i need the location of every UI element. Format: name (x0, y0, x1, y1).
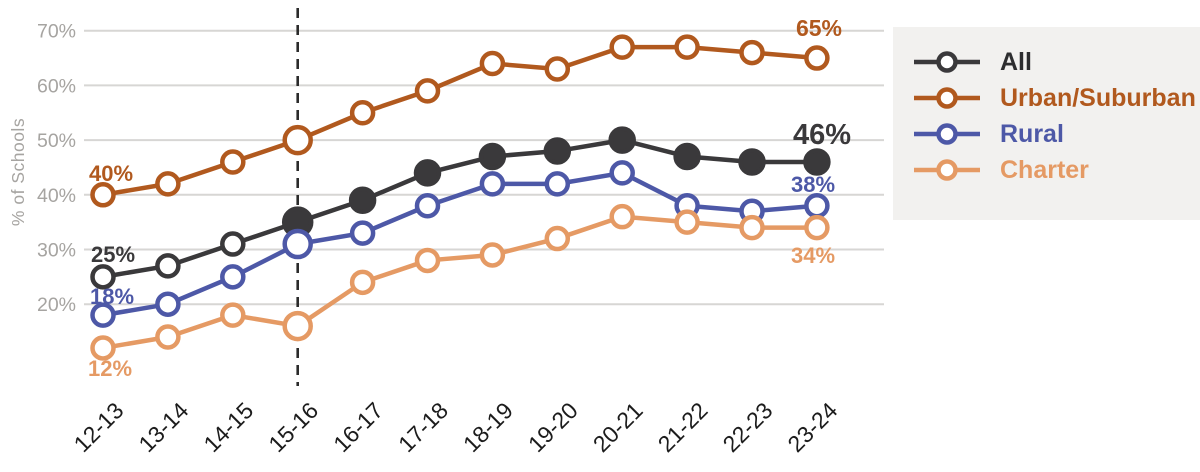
data-point-all-23-24 (803, 148, 831, 176)
data-point-all-22-23 (738, 148, 766, 176)
value-annotation-5: 46% (793, 119, 851, 151)
data-point-all-12-13 (90, 264, 116, 290)
data-point-charter-23-24 (804, 214, 830, 241)
data-point-urban-suburban-22-23 (739, 39, 765, 66)
data-point-charter-22-23 (739, 214, 765, 241)
legend-marker-urban-suburban-icon (936, 87, 958, 109)
data-point-all-18-19 (478, 142, 507, 171)
y-tick-label-40: 40% (37, 185, 76, 207)
data-point-all-19-20 (543, 137, 572, 165)
legend-marker-rural-icon (936, 123, 958, 145)
x-tick-label-23-24: 23-24 (782, 397, 842, 457)
data-point-urban-suburban-12-13 (90, 182, 116, 208)
x-tick-label-20-21: 20-21 (588, 397, 648, 457)
y-tick-label-70: 70% (37, 21, 76, 43)
data-point-charter-18-19 (479, 242, 506, 268)
legend: All Urban/Suburban Rural Charter (893, 27, 1200, 220)
data-point-all-16-17 (348, 186, 377, 215)
legend-label-rural: Rural (1000, 120, 1064, 148)
x-tick-label-16-17: 16-17 (328, 397, 388, 457)
data-point-rural-13-14 (155, 291, 181, 317)
x-tick-label-17-18: 17-18 (393, 397, 453, 457)
series-line-charter (100, 214, 820, 351)
data-point-rural-17-18 (414, 192, 441, 219)
data-point-all-21-22 (673, 142, 701, 171)
data-point-all-14-15 (220, 231, 246, 257)
data-point-all-20-21 (608, 126, 636, 154)
data-point-rural-15-16 (282, 228, 313, 260)
data-point-charter-19-20 (544, 225, 571, 252)
x-tick-label-21-22: 21-22 (653, 397, 713, 457)
data-point-rural-18-19 (479, 171, 506, 197)
legend-label-charter: Charter (1000, 156, 1089, 184)
data-point-charter-12-13 (90, 335, 116, 361)
data-point-charter-14-15 (220, 302, 246, 328)
x-tick-label-12-13: 12-13 (69, 397, 129, 457)
x-tick-label-22-23: 22-23 (718, 397, 778, 457)
legend-item-all: All (893, 44, 1200, 80)
data-point-rural-19-20 (544, 171, 571, 197)
data-point-rural-12-13 (90, 302, 116, 328)
x-tick-label-18-19: 18-19 (458, 397, 518, 457)
data-point-all-17-18 (413, 159, 442, 187)
data-point-urban-suburban-23-24 (804, 45, 830, 71)
legend-marker-charter-icon (936, 159, 958, 181)
data-point-urban-suburban-21-22 (674, 34, 700, 60)
value-annotation-2: 18% (90, 284, 134, 309)
x-tick-label-13-14: 13-14 (133, 397, 193, 457)
data-point-urban-suburban-16-17 (349, 100, 376, 126)
data-point-all-13-14 (155, 253, 181, 279)
data-point-charter-13-14 (155, 324, 181, 350)
legend-swatch-rural (914, 123, 980, 145)
data-point-urban-suburban-19-20 (544, 56, 571, 82)
y-tick-label-30: 30% (37, 240, 76, 262)
value-annotation-0: 40% (89, 161, 133, 186)
y-tick-label-20: 20% (37, 294, 76, 316)
data-point-urban-suburban-13-14 (155, 171, 181, 197)
data-point-charter-21-22 (674, 209, 700, 235)
value-annotation-1: 25% (91, 242, 135, 267)
legend-item-rural: Rural (893, 116, 1200, 152)
data-point-urban-suburban-20-21 (609, 34, 635, 60)
legend-label-all: All (1000, 48, 1032, 76)
y-axis-title: % of Schools (8, 118, 28, 226)
data-point-rural-20-21 (609, 160, 635, 186)
series-line-urban-suburban (100, 44, 820, 198)
x-tick-label-14-15: 14-15 (198, 397, 258, 457)
value-annotation-6: 38% (791, 172, 835, 197)
data-point-charter-17-18 (414, 247, 441, 274)
legend-item-urban-suburban: Urban/Suburban (893, 80, 1200, 116)
legend-item-charter: Charter (893, 152, 1200, 188)
value-annotation-4: 65% (796, 15, 842, 41)
y-tick-label-60: 60% (37, 75, 76, 97)
legend-swatch-urban-suburban (914, 87, 980, 109)
legend-swatch-all (914, 51, 980, 73)
data-point-charter-16-17 (349, 269, 376, 296)
data-point-rural-14-15 (220, 264, 246, 290)
value-annotation-7: 34% (791, 243, 835, 268)
data-point-rural-16-17 (349, 220, 376, 246)
data-point-urban-suburban-14-15 (220, 149, 246, 175)
data-point-urban-suburban-17-18 (414, 78, 441, 104)
y-tick-label-50: 50% (37, 130, 76, 152)
data-point-charter-15-16 (282, 310, 313, 342)
x-tick-label-19-20: 19-20 (523, 397, 583, 457)
legend-marker-all-icon (936, 51, 958, 73)
legend-label-urban-suburban: Urban/Suburban (1000, 84, 1196, 112)
data-point-urban-suburban-18-19 (479, 50, 506, 77)
x-tick-label-15-16: 15-16 (263, 397, 323, 457)
data-point-charter-20-21 (609, 203, 635, 230)
legend-swatch-charter (914, 159, 980, 181)
data-point-urban-suburban-15-16 (282, 124, 313, 156)
value-annotation-3: 12% (88, 356, 132, 381)
data-point-rural-23-24 (804, 192, 830, 219)
